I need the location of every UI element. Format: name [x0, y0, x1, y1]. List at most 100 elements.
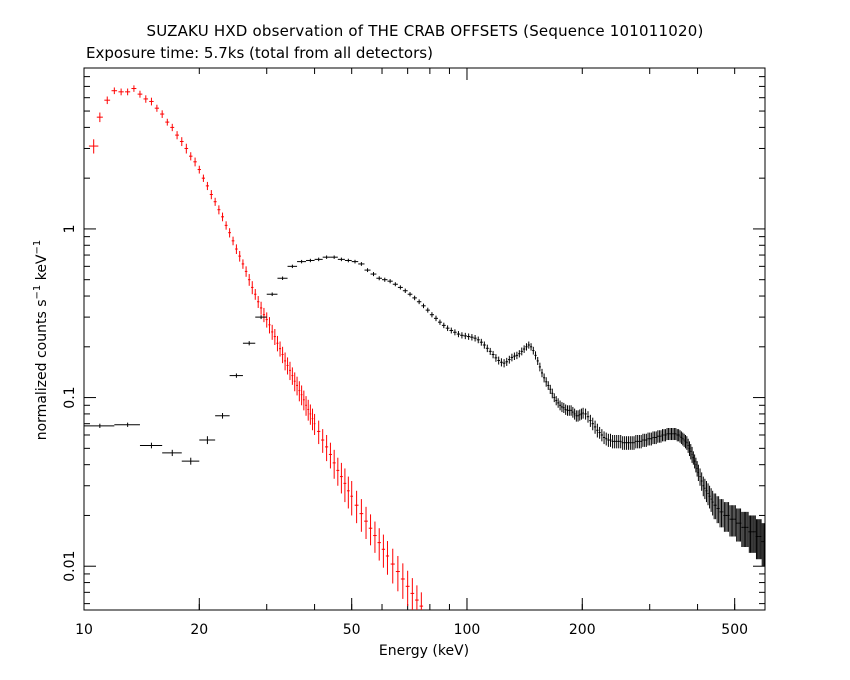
data-point: [84, 423, 115, 429]
data-point: [500, 358, 503, 367]
data-point: [631, 436, 634, 450]
data-point: [683, 433, 685, 447]
axis-tick-labels: 10 20 50 100 200 500 0.01 0.1 1: [62, 224, 748, 638]
data-point: [279, 341, 282, 357]
data-point: [551, 388, 554, 399]
data-point: [719, 499, 721, 528]
chart-subtitle: Exposure time: 5.7ks (total from all det…: [86, 44, 433, 62]
data-point: [676, 429, 678, 442]
data-point: [611, 434, 614, 449]
data-point: [670, 428, 673, 441]
data-point: [339, 462, 343, 494]
data-point: [577, 410, 579, 422]
data-point: [743, 511, 745, 547]
data-point: [687, 438, 689, 453]
data-point: [415, 585, 419, 610]
data-point: [229, 373, 243, 378]
data-point: [508, 355, 511, 364]
data-point: [209, 190, 213, 200]
data-point: [262, 307, 266, 323]
data-point: [568, 405, 571, 416]
data-point: [692, 451, 694, 465]
data-point: [580, 408, 583, 420]
data-point: [739, 508, 742, 542]
data-point: [271, 324, 274, 340]
y-tick-label: 1: [62, 224, 78, 233]
data-point: [742, 511, 744, 547]
data-point: [617, 434, 620, 449]
data-point: [255, 315, 267, 320]
data-point: [364, 268, 371, 273]
data-point: [658, 430, 661, 443]
data-point: [759, 519, 761, 560]
data-point: [562, 402, 565, 414]
data-point: [621, 436, 624, 450]
data-point: [515, 351, 519, 360]
data-point: [518, 350, 521, 358]
data-point: [281, 346, 284, 364]
data-point: [466, 333, 471, 340]
data-point: [502, 359, 506, 368]
data-point: [596, 423, 599, 438]
data-point: [370, 272, 377, 277]
data-point: [485, 344, 489, 353]
data-point: [713, 493, 715, 520]
data-point: [757, 519, 759, 560]
data-point: [291, 367, 294, 385]
data-point: [268, 317, 271, 334]
data-point: [607, 433, 610, 447]
data-point: [437, 319, 442, 325]
data-point: [746, 511, 748, 547]
x-tick-label: 100: [454, 622, 481, 638]
data-point: [217, 205, 221, 215]
data-point: [645, 433, 648, 447]
data-point: [332, 449, 336, 479]
data-point: [736, 508, 738, 542]
data-point: [564, 404, 567, 415]
data-point: [336, 457, 340, 486]
data-point: [317, 420, 321, 445]
y-axis-title-exp1: −1: [32, 285, 43, 300]
data-point: [636, 434, 639, 449]
data-point: [731, 505, 734, 537]
data-point: [570, 405, 572, 416]
data-point: [690, 444, 692, 460]
data-point: [473, 334, 477, 342]
data-point: [373, 521, 377, 553]
y-axis-title-exp2: −1: [32, 240, 43, 255]
data-point: [494, 354, 498, 362]
data-point: [254, 289, 257, 300]
data-point: [224, 221, 228, 230]
data-point: [525, 343, 528, 351]
data-point: [114, 422, 140, 427]
data-point: [330, 255, 338, 259]
data-point: [598, 426, 601, 439]
data-point: [402, 288, 408, 293]
data-point: [213, 197, 217, 206]
data-point: [137, 90, 143, 98]
data-point: [638, 434, 641, 449]
data-point: [684, 434, 687, 449]
data-point: [257, 296, 260, 308]
data-point: [321, 429, 325, 453]
data-point: [311, 408, 314, 431]
data-point: [238, 250, 241, 262]
data-point: [693, 454, 696, 469]
data-point: [705, 481, 708, 503]
y-tick-label: 0.1: [62, 386, 78, 408]
data-point: [170, 123, 175, 132]
x-tick-label: 500: [721, 622, 748, 638]
data-point: [653, 431, 656, 445]
data-point: [259, 301, 263, 315]
x-axis-title: Energy (keV): [379, 643, 469, 659]
data-point: [714, 493, 717, 520]
data-point: [752, 515, 754, 553]
data-point: [149, 97, 154, 106]
data-point: [297, 259, 307, 264]
data-point: [573, 408, 576, 420]
data-point: [242, 341, 256, 346]
data-point: [755, 519, 758, 560]
data-point: [313, 413, 316, 435]
data-point: [460, 332, 464, 339]
data-point: [445, 325, 450, 332]
